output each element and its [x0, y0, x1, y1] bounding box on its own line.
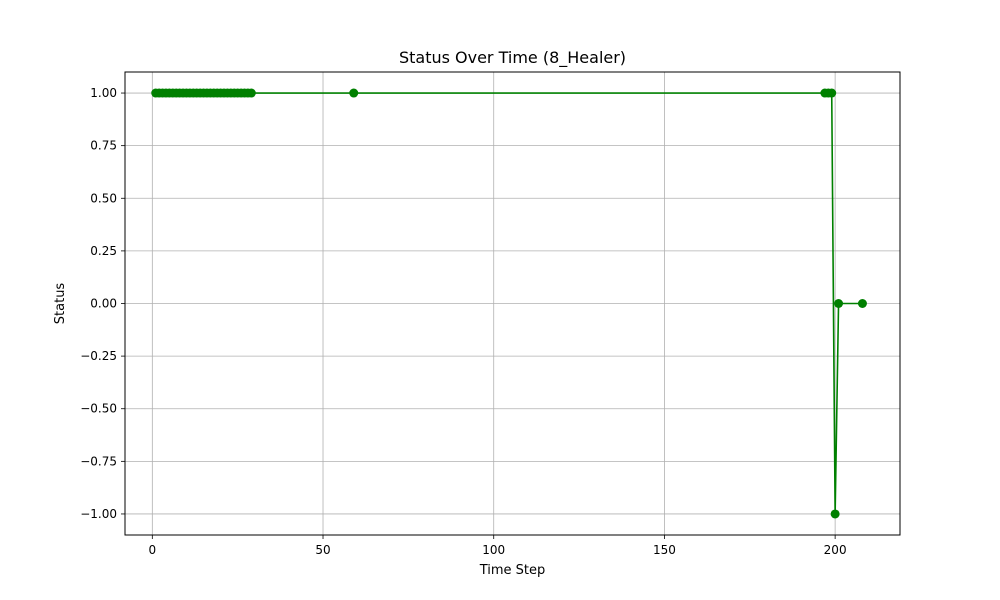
- series-layer: [151, 88, 867, 519]
- data-point: [857, 299, 867, 308]
- y-tick-label: −0.25: [80, 349, 117, 363]
- y-tick-label: 0.00: [90, 297, 117, 311]
- data-point: [246, 88, 256, 98]
- x-tick-label: 200: [824, 543, 847, 557]
- y-tick-label: 0.50: [90, 191, 117, 205]
- data-point: [349, 88, 359, 98]
- x-axis-label: Time Step: [479, 563, 546, 578]
- data-point: [827, 88, 837, 98]
- x-tick-label: 0: [148, 543, 156, 557]
- data-point: [830, 509, 840, 519]
- y-tick-label: 1.00: [90, 86, 117, 100]
- x-tick-label: 150: [653, 543, 676, 557]
- chart-title: Status Over Time (8_Healer): [399, 48, 626, 68]
- data-point: [834, 299, 844, 308]
- ticks-layer: 0 50 100 150 200 −1.00 −0.75 −0.50 −0.25 0.00 0.25…: [80, 86, 846, 557]
- y-tick-label: −0.50: [80, 402, 117, 416]
- y-tick-label: −1.00: [80, 507, 117, 521]
- y-tick-label: −0.75: [80, 454, 117, 468]
- x-tick-label: 100: [482, 543, 505, 557]
- grid-layer: [125, 72, 900, 535]
- y-tick-label: 0.75: [90, 139, 117, 153]
- x-tick-label: 50: [315, 543, 330, 557]
- y-tick-label: 0.25: [90, 244, 117, 258]
- y-axis-label: Status: [53, 283, 68, 325]
